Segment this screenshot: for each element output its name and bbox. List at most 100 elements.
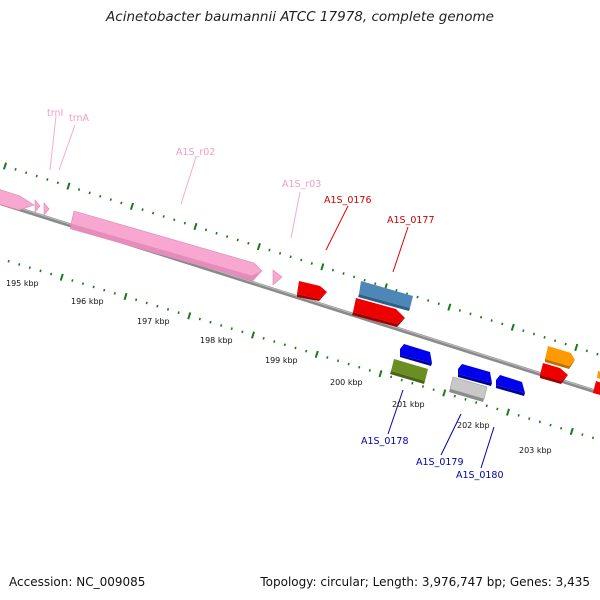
gene-A1S_0177-steelblue[interactable] — [358, 281, 413, 311]
inner-ring-minor-tick — [273, 340, 276, 343]
outer-ring-minor-tick — [458, 309, 462, 312]
label-trnA[interactable]: trnA — [69, 113, 89, 124]
outer-ring-minor-tick — [247, 241, 250, 245]
inner-ring-minor-tick — [591, 436, 595, 440]
outer-ring-minor-tick — [596, 352, 599, 356]
gene-orange-edge[interactable] — [597, 371, 600, 380]
outer-ring-minor-tick — [25, 171, 28, 175]
scale-label-200: 200 kbp — [330, 378, 363, 387]
outer-ring-minor-tick — [331, 268, 335, 272]
gene-A1S_0179-grey[interactable] — [449, 376, 488, 402]
scale-label-201: 201 kbp — [392, 400, 425, 409]
inner-ring-minor-tick — [7, 259, 10, 263]
gene-orange[interactable] — [545, 346, 575, 369]
inner-ring-minor-tick — [305, 349, 308, 353]
outer-ring-minor-tick — [416, 295, 419, 299]
rna-feature-left[interactable] — [0, 188, 35, 211]
outer-ring-minor-tick — [300, 258, 303, 262]
outer-ring-minor-tick — [14, 167, 17, 171]
inner-ring-major-tick — [442, 389, 447, 397]
label-trnI[interactable]: trnI — [47, 108, 63, 119]
gene-red-right[interactable] — [540, 363, 568, 384]
gene-A1S_0178-olive[interactable] — [390, 359, 428, 384]
outer-ring-minor-tick — [215, 231, 218, 235]
inner-ring-minor-tick — [241, 330, 244, 334]
inner-ring-minor-tick — [326, 356, 329, 359]
inner-ring-minor-tick — [28, 266, 31, 270]
inner-ring-minor-tick — [294, 346, 297, 350]
label-A1S_0176[interactable]: A1S_0176 — [324, 195, 372, 206]
inner-ring-major-tick — [251, 331, 255, 339]
gene-red-under-0177[interactable] — [352, 298, 405, 327]
map-title: Acinetobacter baumannii ATCC 17978, comp… — [106, 9, 494, 25]
label-A1S_0179[interactable]: A1S_0179 — [416, 457, 464, 468]
inner-ring-minor-tick — [209, 320, 212, 324]
scale-label-202: 202 kbp — [457, 421, 490, 430]
genome-summary-text: Topology: circular; Length: 3,976,747 bp… — [260, 575, 590, 589]
inner-ring-minor-tick — [336, 359, 340, 363]
inner-ring-minor-tick — [92, 285, 95, 289]
scale-label-199: 199 kbp — [265, 356, 298, 365]
label-A1S_0180[interactable]: A1S_0180 — [456, 470, 504, 481]
inner-ring-minor-tick — [581, 433, 584, 437]
inner-ring-minor-tick — [283, 343, 286, 347]
inner-ring-minor-tick — [453, 394, 456, 398]
inner-ring-minor-tick — [496, 407, 499, 411]
gene-red-edge[interactable] — [593, 381, 600, 396]
outer-ring-minor-tick — [183, 221, 186, 225]
outer-ring-major-tick — [129, 202, 134, 210]
gene-A1S_0176[interactable] — [297, 281, 327, 301]
outer-ring-major-tick — [510, 323, 515, 331]
label-A1S_0178[interactable]: A1S_0178 — [361, 436, 409, 447]
outer-ring-minor-tick — [585, 349, 588, 353]
outer-ring-minor-tick — [490, 319, 493, 322]
inner-ring-minor-tick — [39, 269, 42, 273]
scale-label-195: 195 kbp — [6, 279, 39, 288]
outer-ring-minor-tick — [226, 235, 229, 238]
inner-ring-minor-tick — [358, 365, 361, 369]
inner-ring-minor-tick — [18, 263, 21, 266]
outer-ring-minor-tick — [88, 191, 91, 195]
outer-ring-major-tick — [66, 182, 71, 190]
inner-ring-minor-tick — [166, 307, 170, 311]
rna-feature-trnI[interactable] — [34, 199, 41, 213]
outer-ring-minor-tick — [532, 332, 536, 336]
inner-ring-minor-tick — [81, 282, 85, 286]
outer-ring-minor-tick — [141, 208, 144, 212]
outer-ring-minor-tick — [204, 228, 208, 232]
gene-blue-reverse-2[interactable] — [458, 364, 492, 386]
outer-ring-minor-tick — [342, 272, 345, 275]
label-leaders — [49, 115, 495, 469]
inner-ring-minor-tick — [464, 397, 467, 401]
rna-feature-trnA[interactable] — [43, 202, 50, 216]
gene-A1S_0180-blue[interactable] — [496, 375, 525, 396]
outer-ring-major-tick — [320, 263, 325, 271]
inner-ring-minor-tick — [113, 291, 116, 295]
inner-ring-minor-tick — [220, 324, 223, 327]
inner-ring-minor-tick — [145, 301, 148, 305]
inner-ring-minor-tick — [135, 298, 138, 302]
inner-ring-minor-tick — [432, 388, 435, 392]
inner-ring-major-tick — [123, 292, 128, 301]
inner-ring-minor-tick — [262, 336, 265, 340]
inner-ring-major-tick — [569, 427, 574, 436]
label-A1S_r03[interactable]: A1S_r03 — [282, 179, 321, 190]
outer-ring-minor-tick — [363, 278, 366, 282]
inner-ring-minor-tick — [421, 385, 425, 388]
inner-ring-minor-tick — [528, 417, 531, 421]
gene-blue-reverse-1[interactable] — [400, 344, 432, 366]
scale-label-203: 203 kbp — [519, 446, 552, 455]
rna-feature-r02[interactable] — [70, 210, 263, 281]
inner-ring-minor-tick — [485, 404, 488, 408]
outer-ring-minor-tick — [236, 238, 239, 242]
label-A1S_r02[interactable]: A1S_r02 — [176, 147, 215, 158]
outer-ring-minor-tick — [151, 211, 155, 215]
inner-ring-minor-tick — [560, 426, 563, 430]
outer-ring-minor-tick — [46, 178, 49, 181]
label-A1S_0177[interactable]: A1S_0177 — [387, 215, 435, 226]
outer-ring-minor-tick — [469, 312, 472, 316]
inner-ring-major-tick — [187, 312, 192, 320]
inner-ring-minor-tick — [549, 423, 552, 427]
rna-feature-r03[interactable] — [272, 269, 283, 286]
